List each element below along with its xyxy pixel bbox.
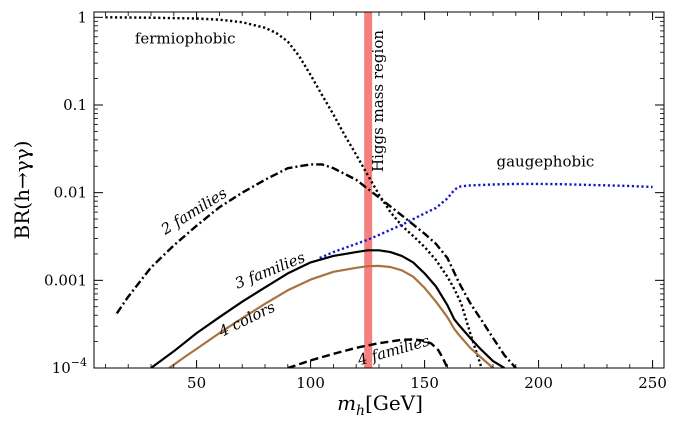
x-axis-symbol: m bbox=[337, 391, 356, 415]
y-tick-label: 10−4 bbox=[52, 356, 87, 377]
y-tick-label-exponent: −4 bbox=[71, 356, 87, 369]
higgs-mass-region-label: Higgs mass region bbox=[369, 30, 387, 172]
series-line-3-families bbox=[150, 249, 505, 368]
x-tick-label: 150 bbox=[410, 374, 439, 392]
series-layer bbox=[105, 16, 653, 368]
x-axis-title: mh[GeV] bbox=[337, 391, 423, 419]
series-line-fermiophobic bbox=[105, 16, 483, 368]
band-layer: Higgs mass region bbox=[364, 12, 387, 368]
y-tick-label: 1 bbox=[77, 8, 87, 26]
y-tick-label-base: 0.1 bbox=[63, 96, 87, 114]
y-tick-label-base: 10 bbox=[52, 359, 71, 377]
annotation-gaugephobic: gaugephobic bbox=[497, 152, 595, 170]
series-line-4-colors bbox=[168, 264, 494, 368]
tick-layer: 50 100 150 200 250 10−4 0.001 0.01 0.1 1 bbox=[44, 8, 667, 392]
annotation-fermiophobic: fermiophobic bbox=[135, 30, 236, 48]
y-tick-label: 0.001 bbox=[44, 271, 87, 289]
annotation-4-colors: 4 colors bbox=[215, 298, 278, 341]
annotation-2-families: 2 families bbox=[157, 184, 230, 239]
y-tick-label: 0.01 bbox=[54, 184, 87, 202]
y-tick-label: 0.1 bbox=[63, 96, 87, 114]
x-tick-label: 250 bbox=[638, 374, 667, 392]
x-axis-subscript: h bbox=[356, 403, 365, 419]
x-tick-label: 200 bbox=[524, 374, 553, 392]
y-axis-title: BR(h→γγ) bbox=[10, 141, 34, 240]
series-line-4-families bbox=[287, 338, 449, 368]
x-axis-unit: [GeV] bbox=[365, 391, 423, 415]
y-tick-label-base: 0.001 bbox=[44, 271, 87, 289]
series-line-gaugephobic bbox=[319, 182, 653, 260]
series-line-2-families bbox=[115, 163, 517, 368]
x-tick-label: 100 bbox=[296, 374, 325, 392]
y-tick-label-base: 0.01 bbox=[54, 184, 87, 202]
x-tick-label: 50 bbox=[187, 374, 206, 392]
y-tick-label-base: 1 bbox=[77, 8, 87, 26]
